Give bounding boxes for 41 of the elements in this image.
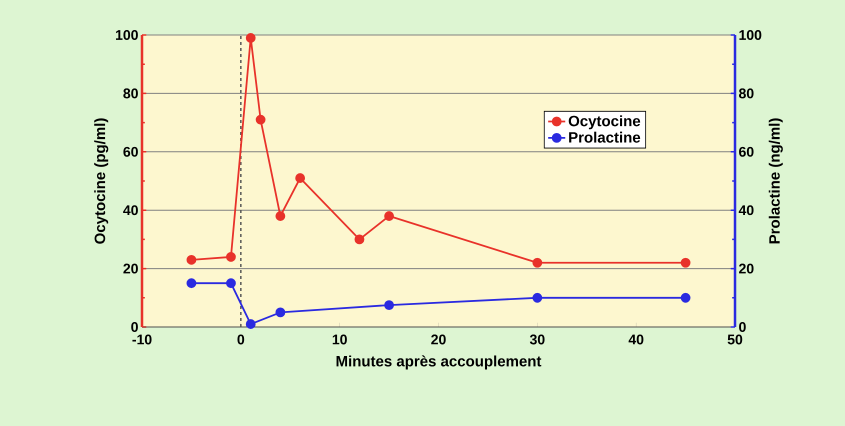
point (532, 292, 542, 303)
y-tick-label: 80 (123, 88, 138, 98)
y-tick-label: 40 (123, 205, 138, 216)
point (275, 308, 286, 318)
x-tick-label: -10 (132, 334, 152, 344)
y2-tick-label: 20 (739, 264, 754, 274)
point (246, 33, 256, 43)
y2-axis-title: Prolactine (ng/ml) (768, 118, 783, 244)
point (256, 114, 266, 125)
x-tick-label: 20 (431, 334, 446, 344)
y-tick-label: 100 (116, 30, 138, 40)
legend-label: Prolactine (569, 132, 640, 143)
x-tick-label: 50 (728, 334, 742, 344)
x-tick-label: 40 (628, 334, 644, 344)
point (275, 211, 286, 221)
y2-tick-label: 100 (739, 30, 762, 40)
point (226, 252, 236, 262)
x-tick-label: 10 (332, 334, 347, 344)
x-tick-label: 30 (530, 334, 545, 344)
point (532, 258, 542, 268)
legend-label: Ocytocine (568, 115, 640, 130)
point (186, 278, 196, 288)
x-tick-label: 0 (237, 334, 244, 344)
y2-tick-label: 40 (738, 205, 754, 216)
y-tick-label: 20 (123, 264, 138, 274)
point (680, 292, 690, 303)
point (680, 258, 690, 268)
point (246, 319, 256, 329)
y2-tick-label: 0 (739, 322, 746, 332)
y2-tick-label: 60 (739, 146, 754, 157)
point (384, 211, 394, 221)
x-axis-title: Minutes après accouplement (336, 355, 542, 370)
point (226, 278, 236, 288)
y-tick-label: 60 (123, 146, 138, 157)
point (186, 254, 196, 265)
point (295, 173, 306, 183)
y2-tick-label: 80 (738, 88, 754, 98)
point (384, 300, 394, 310)
y-tick-label: 0 (131, 322, 138, 332)
y-axis-title: Ocytocine (pg/ml) (94, 118, 108, 244)
point (354, 234, 364, 244)
